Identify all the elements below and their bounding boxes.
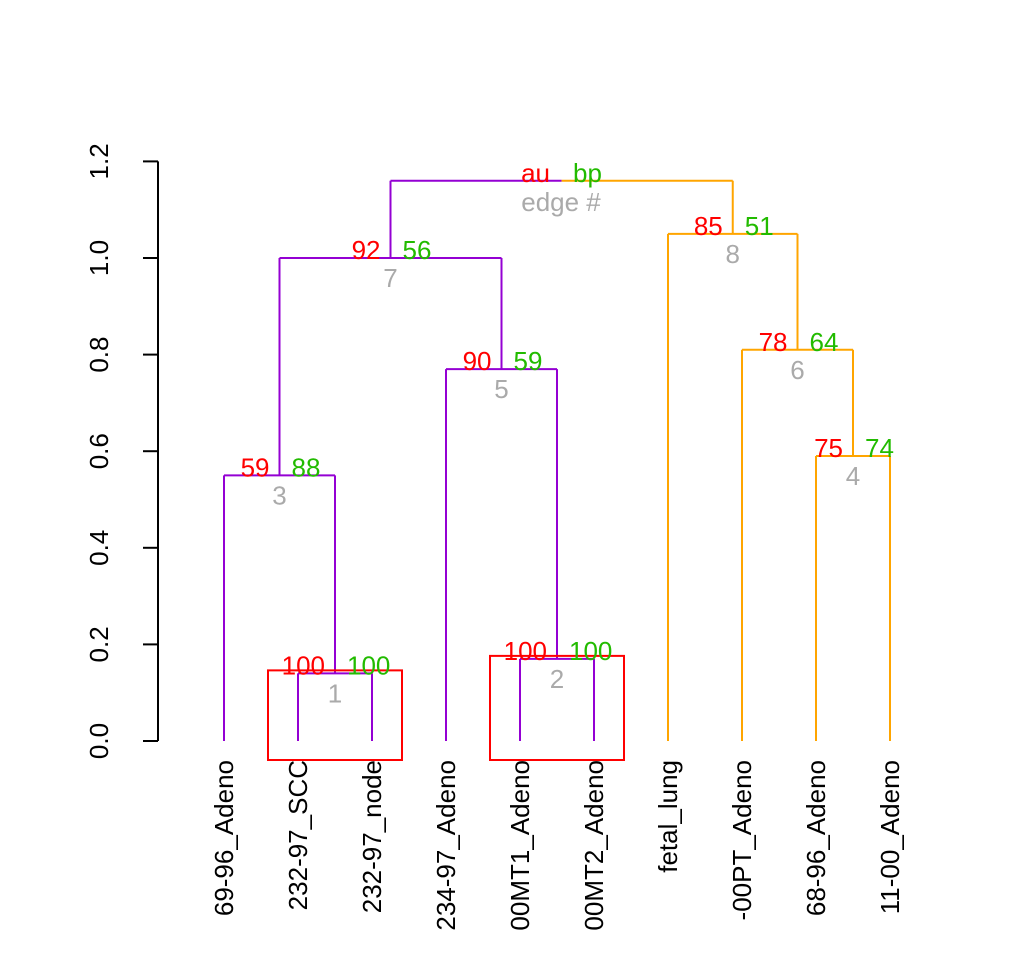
bp-label: 100 — [347, 650, 390, 680]
leaf-label: 00MT1_Adeno — [505, 760, 535, 931]
legend-bp: bp — [573, 158, 602, 188]
leaf-label: 232-97_node — [357, 760, 387, 913]
edge-label: 2 — [550, 664, 564, 694]
cluster-highlight-box — [489, 654, 625, 762]
leaf-labels: 69-96_Adeno 232-97_SCC 232-97_node 234-97_A… — [209, 760, 905, 931]
edge-label: 1 — [328, 678, 342, 708]
bp-label: 64 — [810, 327, 839, 357]
leaf-label: 68-96_Adeno — [801, 760, 831, 916]
edge-label: 4 — [846, 461, 860, 491]
edge-label: 8 — [726, 239, 740, 269]
leaf-label: 232-97_SCC — [283, 760, 313, 910]
au-label: 75 — [814, 433, 843, 463]
y-tick-label: 0.4 — [84, 530, 114, 566]
highlight-boxes — [267, 654, 625, 762]
leaf-label: fetal_lung — [653, 760, 683, 873]
bp-label: 56 — [403, 235, 432, 265]
leaf-label: -00PT_Adeno — [727, 760, 757, 920]
y-tick-label: 0.8 — [84, 337, 114, 373]
y-tick-label: 0.0 — [84, 723, 114, 759]
leaf-label: 11-00_Adeno — [875, 760, 905, 914]
y-tick-label: 0.2 — [84, 626, 114, 662]
au-label: 78 — [759, 327, 788, 357]
edge-label: 3 — [272, 480, 286, 510]
au-label: 92 — [352, 235, 381, 265]
bp-label: 100 — [569, 636, 612, 666]
bp-label: 59 — [514, 346, 543, 376]
y-tick-label: 1.0 — [84, 240, 114, 276]
y-axis: 0.0 0.2 0.4 0.6 0.8 1.0 1.2 — [84, 143, 159, 759]
leaf-label: 00MT2_Adeno — [579, 760, 609, 931]
leaf-label: 69-96_Adeno — [209, 760, 239, 916]
bp-label: 88 — [292, 452, 321, 482]
leaf-label: 234-97_Adeno — [431, 760, 461, 931]
legend: au bp edge # — [521, 158, 602, 217]
au-label: 59 — [241, 452, 270, 482]
cluster-highlight-box — [267, 669, 403, 762]
au-label: 90 — [463, 346, 492, 376]
au-label: 85 — [694, 211, 723, 241]
legend-au: au — [521, 158, 550, 188]
edge-label: 7 — [383, 263, 397, 293]
y-tick-label: 0.6 — [84, 433, 114, 469]
legend-edge: edge # — [521, 187, 601, 217]
dendrogram-edges — [223, 179, 891, 741]
edge-label: 5 — [494, 374, 508, 404]
au-label: 100 — [504, 636, 547, 666]
au-label: 100 — [282, 650, 325, 680]
y-tick-label: 1.2 — [84, 143, 114, 179]
bp-label: 74 — [865, 433, 894, 463]
edge-label: 6 — [790, 355, 804, 385]
bp-label: 51 — [745, 211, 774, 241]
